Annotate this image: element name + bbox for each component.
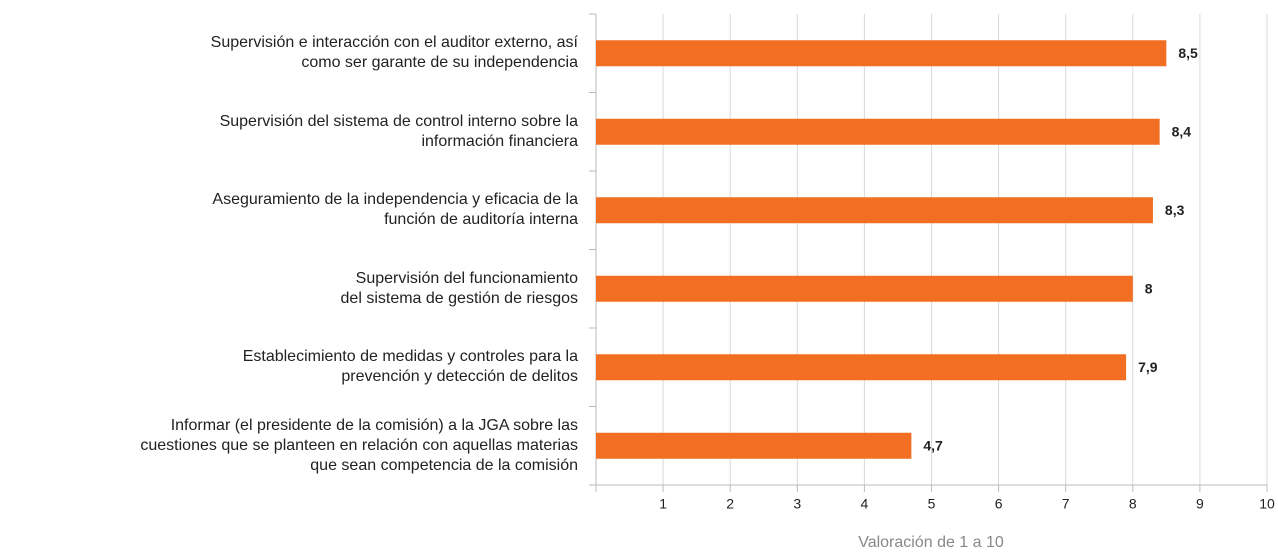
category-label: Supervisión del sistema de control inter… [219,112,578,150]
x-tick-label: 4 [861,496,869,512]
category-label: Informar (el presidente de la comisión) … [140,416,578,474]
bar [596,118,1160,145]
category-label: Aseguramiento de la independencia y efic… [212,191,578,229]
category-label: Supervisión e interacción con el auditor… [210,34,578,72]
value-label: 8,4 [1172,123,1192,139]
value-label: 8,3 [1165,202,1185,218]
value-label: 4,7 [923,437,943,453]
x-tick-label: 8 [1129,496,1137,512]
x-tick-label: 7 [1062,496,1070,512]
x-axis-label: Valoración de 1 a 10 [858,534,1004,551]
x-tick-label: 10 [1259,496,1275,512]
x-tick-label: 3 [793,496,801,512]
x-tick-label: 1 [659,496,667,512]
x-tick-label: 6 [995,496,1003,512]
bar [596,197,1153,224]
bar [596,432,912,459]
x-tick-label: 2 [726,496,734,512]
x-tick-label: 5 [928,496,936,512]
bar [596,354,1127,381]
category-label: Supervisión del funcionamiento del siste… [340,269,578,307]
value-label: 8 [1145,280,1153,296]
bar [596,275,1133,302]
bar [596,40,1167,67]
value-label: 8,5 [1178,45,1198,61]
value-label: 7,9 [1138,359,1158,375]
category-label: Establecimiento de medidas y controles p… [242,348,578,386]
x-tick-label: 9 [1196,496,1204,512]
